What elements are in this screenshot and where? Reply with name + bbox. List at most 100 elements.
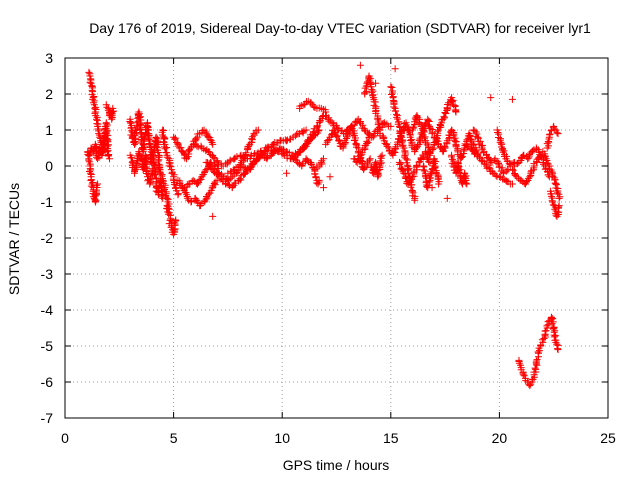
data-point <box>553 189 561 197</box>
data-point <box>458 153 466 161</box>
data-point <box>109 104 117 112</box>
data-point <box>546 130 554 138</box>
data-point <box>532 365 540 373</box>
data-point <box>250 151 258 159</box>
data-point <box>543 322 551 330</box>
data-point <box>210 153 218 161</box>
data-point <box>452 108 460 116</box>
data-point <box>378 151 386 159</box>
data-point <box>86 72 94 80</box>
data-point <box>301 144 309 152</box>
data-point <box>165 210 173 218</box>
data-point <box>426 149 434 157</box>
data-point <box>404 166 412 174</box>
data-point <box>342 135 350 143</box>
data-point <box>94 180 102 188</box>
data-point <box>549 198 557 206</box>
data-point <box>388 84 396 92</box>
data-point <box>387 122 395 130</box>
y-tick-label: -3 <box>41 266 54 282</box>
data-point <box>394 138 402 146</box>
data-point <box>392 107 400 115</box>
data-point <box>318 112 326 120</box>
data-point <box>388 89 396 97</box>
data-point <box>245 142 253 150</box>
data-point <box>152 143 160 151</box>
data-point <box>209 140 217 148</box>
data-point <box>135 150 143 158</box>
data-point <box>463 180 471 188</box>
data-point <box>397 132 405 140</box>
data-point <box>209 212 217 220</box>
data-point <box>409 126 417 134</box>
data-point <box>144 130 152 138</box>
data-point <box>227 174 235 182</box>
data-point <box>268 149 276 157</box>
data-point <box>434 127 442 135</box>
data-point <box>532 357 540 365</box>
data-point <box>400 144 408 152</box>
data-point <box>213 176 221 184</box>
data-point <box>422 173 430 181</box>
data-point <box>553 340 561 348</box>
data-point <box>189 176 197 184</box>
data-point <box>315 176 323 184</box>
data-point <box>534 348 542 356</box>
data-point <box>310 103 318 111</box>
data-point <box>159 194 167 202</box>
data-point <box>174 191 182 199</box>
data-point <box>424 181 432 189</box>
data-point <box>85 168 93 176</box>
x-tick-label: 0 <box>61 430 69 446</box>
data-point <box>542 155 550 163</box>
data-point <box>356 61 364 69</box>
data-point <box>485 163 493 171</box>
data-point <box>283 169 291 177</box>
data-point <box>157 169 165 177</box>
x-tick-label: 20 <box>492 430 508 446</box>
data-point <box>307 99 315 107</box>
x-tick-label: 10 <box>274 430 290 446</box>
data-point <box>183 191 191 199</box>
data-point <box>554 130 562 138</box>
data-point <box>551 176 559 184</box>
data-point <box>170 180 178 188</box>
data-point <box>276 144 284 152</box>
data-point <box>529 147 537 155</box>
data-points <box>84 61 564 390</box>
data-point <box>383 142 391 150</box>
data-point <box>157 186 165 194</box>
data-point <box>92 112 100 120</box>
data-point <box>315 126 323 134</box>
data-point <box>390 103 398 111</box>
data-point <box>85 68 93 76</box>
data-point <box>526 382 534 390</box>
data-point <box>158 193 166 201</box>
data-point <box>374 167 382 175</box>
data-point <box>103 103 111 111</box>
data-point <box>451 102 459 110</box>
data-point <box>307 160 315 168</box>
data-point <box>509 166 517 174</box>
data-point <box>213 157 221 165</box>
x-tick-label: 15 <box>383 430 399 446</box>
data-point <box>424 121 432 129</box>
data-point <box>421 133 429 141</box>
data-point <box>263 155 271 163</box>
data-point <box>436 120 444 128</box>
data-point <box>498 164 506 172</box>
data-point <box>166 162 174 170</box>
data-point <box>365 133 373 141</box>
data-point <box>151 171 159 179</box>
data-point <box>492 171 500 179</box>
data-point <box>432 136 440 144</box>
data-point <box>402 175 410 183</box>
y-axis-label: SDTVAR / TECUs <box>6 183 22 295</box>
data-point <box>247 152 255 160</box>
y-tick-label: -4 <box>41 302 54 318</box>
data-point <box>508 166 516 174</box>
data-point <box>425 158 433 166</box>
data-point <box>193 180 201 188</box>
chart-title: Day 176 of 2019, Sidereal Day-to-day VTE… <box>89 20 591 36</box>
data-point <box>508 180 516 188</box>
